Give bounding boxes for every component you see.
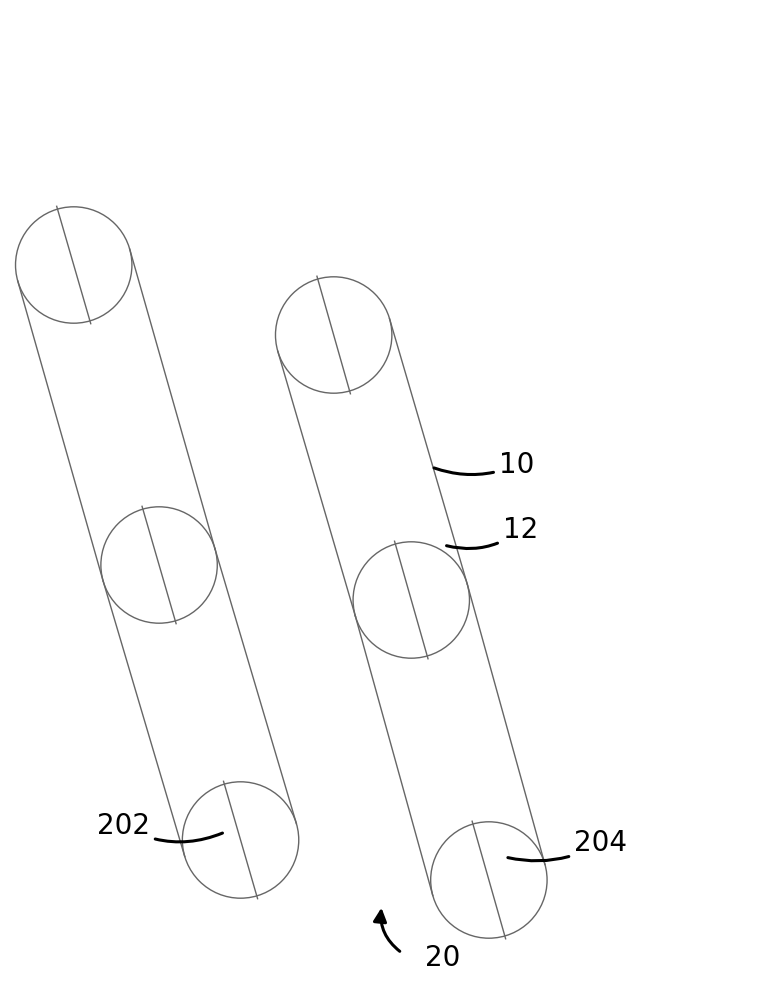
Text: 10: 10 <box>434 451 535 479</box>
Text: 202: 202 <box>97 812 223 842</box>
Text: 204: 204 <box>508 829 627 861</box>
Text: 20: 20 <box>425 944 461 972</box>
Text: 12: 12 <box>446 516 538 549</box>
